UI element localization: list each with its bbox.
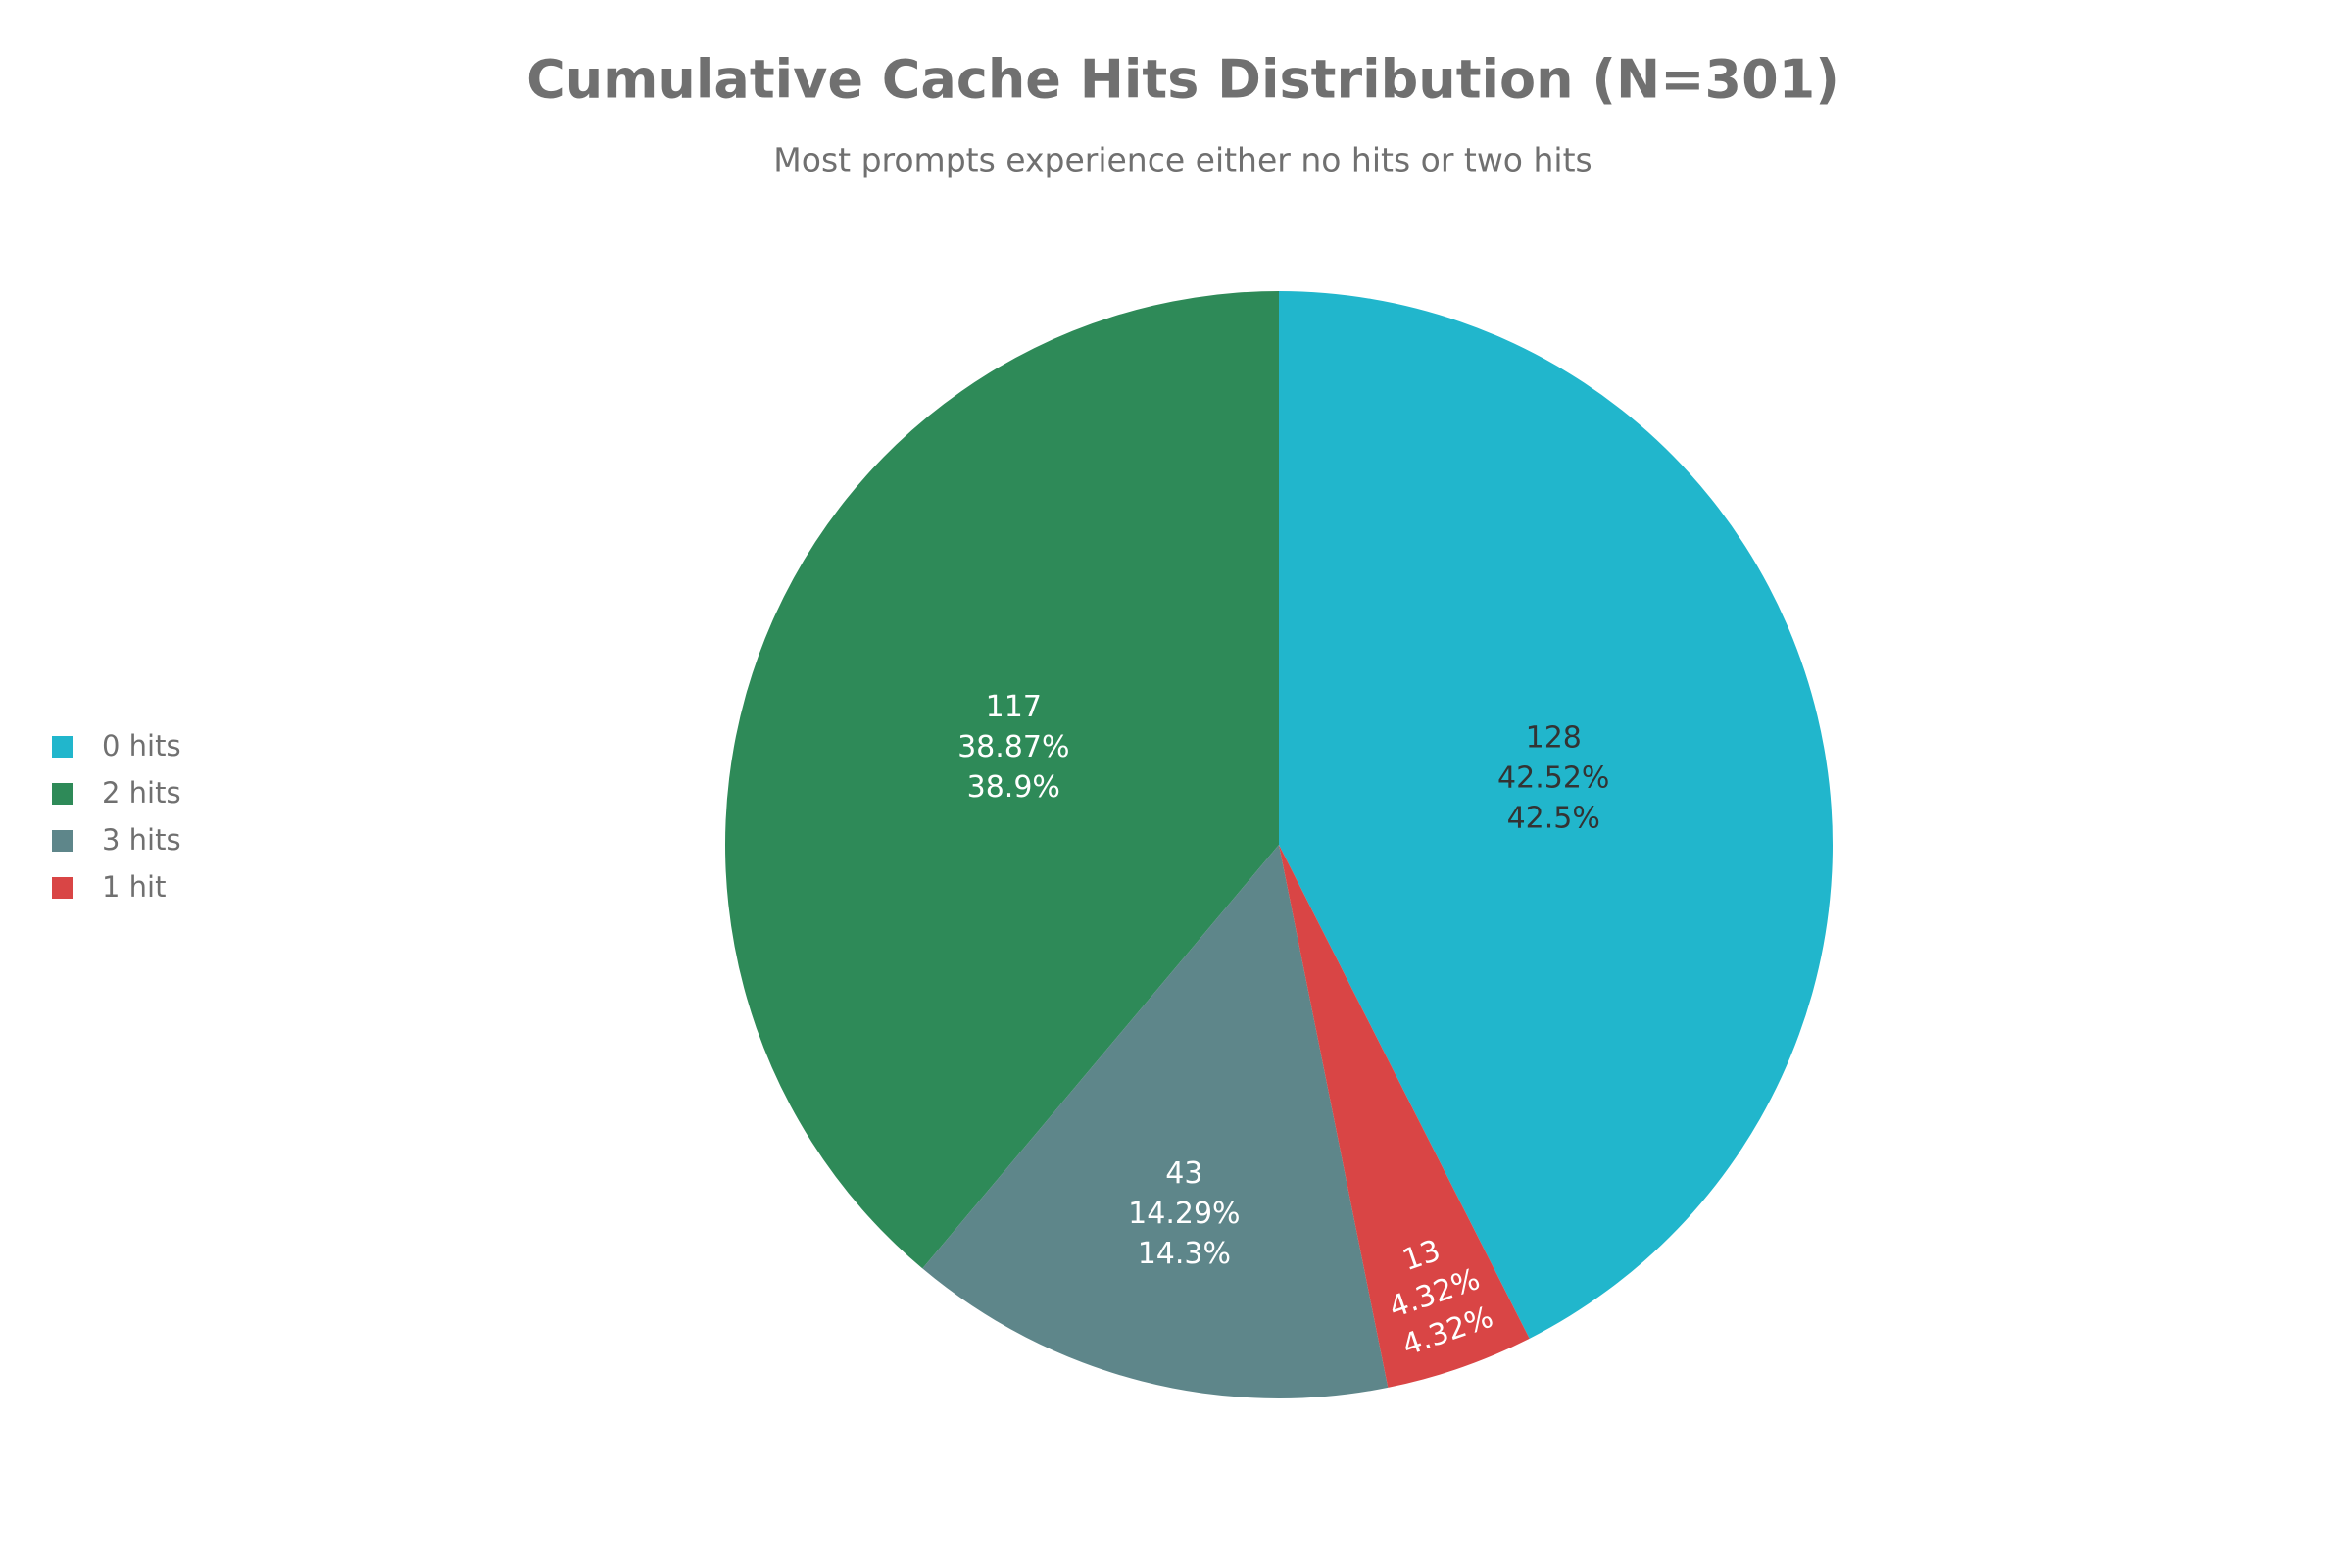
pie-slice (724, 291, 1279, 1269)
slice-rounded-percent: 38.9% (967, 770, 1060, 805)
slice-value: 43 (1165, 1156, 1202, 1191)
slice-percent: 38.87% (957, 730, 1069, 764)
chart-subtitle: Most prompts experience either no hits o… (773, 141, 1592, 179)
slice-rounded-percent: 42.5% (1507, 801, 1600, 835)
legend-swatch (52, 830, 74, 852)
slice-value: 128 (1526, 720, 1582, 755)
slice-value: 117 (986, 690, 1042, 724)
slice-label: 128 42.52% 42.5% (1497, 720, 1609, 835)
legend-label: 0 hits (102, 729, 181, 762)
slice-rounded-percent: 14.3% (1138, 1237, 1231, 1271)
legend-label: 1 hit (102, 870, 166, 904)
legend-swatch (52, 783, 74, 805)
legend-label: 3 hits (102, 823, 181, 857)
slice-percent: 14.29% (1128, 1197, 1240, 1231)
legend-swatch (52, 736, 74, 758)
chart-title: Cumulative Cache Hits Distribution (N=30… (526, 49, 1839, 111)
slice-label: 117 38.87% 38.9% (957, 690, 1069, 805)
pie-slice (922, 845, 1389, 1399)
pie-slice (1279, 845, 1530, 1388)
pie-slice (1279, 291, 1834, 1339)
slice-percent: 42.52% (1497, 760, 1609, 795)
legend-label: 2 hits (102, 776, 181, 809)
legend-swatch (52, 877, 74, 899)
slice-label: 43 14.29% 14.3% (1128, 1156, 1240, 1271)
